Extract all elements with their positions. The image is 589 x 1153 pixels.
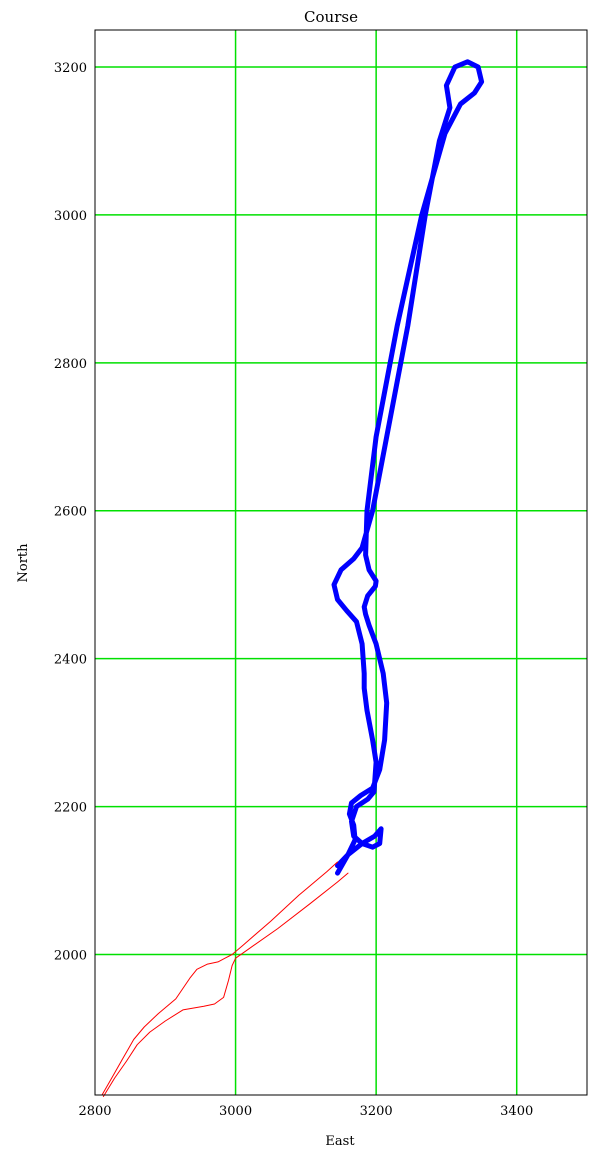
y-axis-label: North [16, 543, 31, 583]
course-track-line-0 [331, 59, 485, 876]
x-axis-label: East [325, 1134, 355, 1149]
x-tick-labels: 2800 3000 3200 3400 [78, 1104, 533, 1119]
x-tick-label: 3000 [219, 1104, 252, 1119]
y-tick-label: 2200 [54, 801, 87, 816]
y-tick-label: 3000 [54, 209, 87, 224]
plot-frame [94, 29, 588, 1096]
approach-track-line-2 [102, 872, 349, 1097]
y-tick-labels: 2000 2200 2400 2600 2800 3000 3200 [54, 61, 87, 964]
y-tick-label: 2400 [54, 653, 87, 668]
series-group [101, 59, 485, 1097]
y-tick-label: 3200 [54, 61, 87, 76]
y-tick-label: 2600 [54, 505, 87, 520]
grid [95, 30, 587, 1095]
x-tick-label: 3400 [500, 1104, 533, 1119]
chart-title: Course [304, 8, 358, 26]
y-tick-label: 2800 [54, 357, 87, 372]
y-tick-label: 2000 [54, 948, 87, 963]
x-tick-label: 3200 [360, 1104, 393, 1119]
approach-track-line-1 [101, 861, 338, 1096]
x-tick-label: 2800 [78, 1104, 111, 1119]
